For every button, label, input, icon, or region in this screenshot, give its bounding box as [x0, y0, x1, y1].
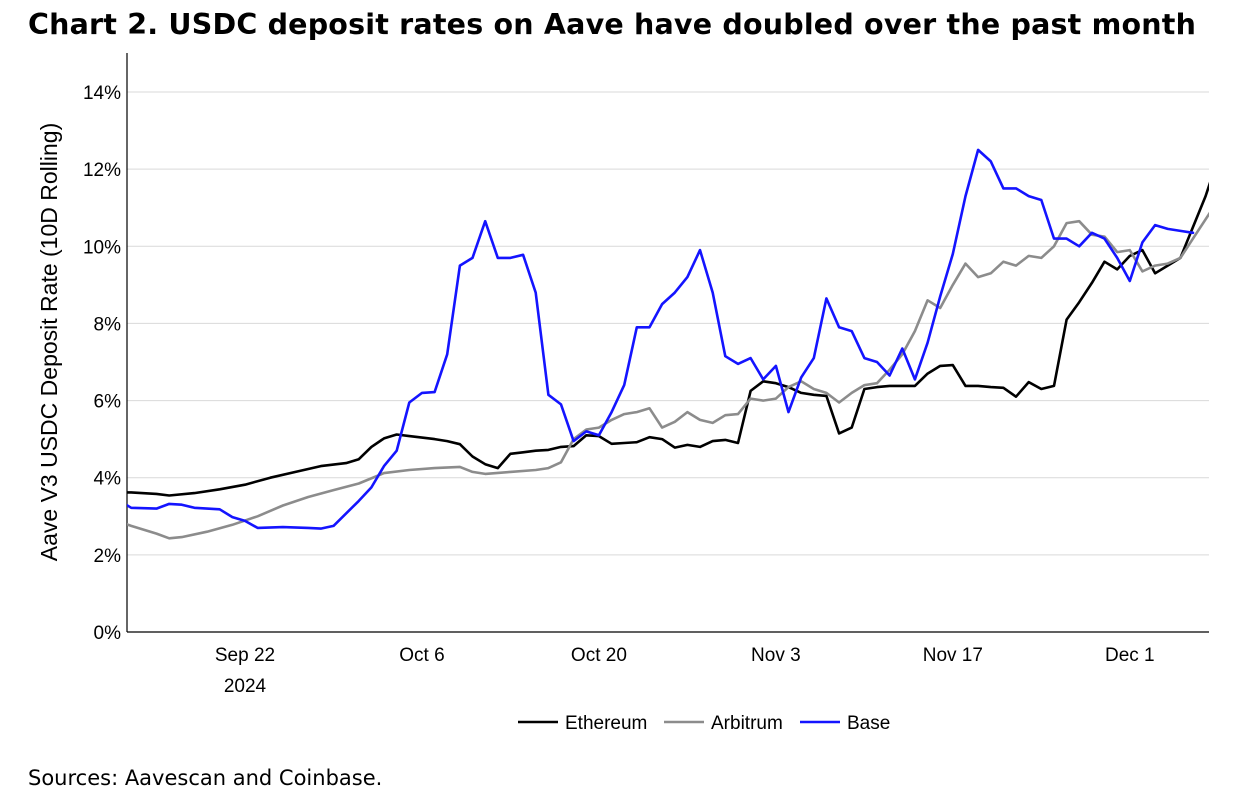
- axes: [126, 53, 1209, 633]
- series-line-ethereum: [127, 181, 1209, 497]
- x-tick-label: Oct 20: [571, 645, 627, 666]
- y-axis-label: Aave V3 USDC Deposit Rate (10D Rolling): [36, 123, 62, 561]
- legend-label: Ethereum: [565, 713, 647, 734]
- y-tick-label: 14%: [83, 83, 121, 104]
- y-tick-label: 6%: [94, 392, 122, 413]
- y-tick-label: 8%: [94, 314, 122, 335]
- x-tick-label: Nov 17: [923, 645, 983, 666]
- legend-label: Base: [847, 713, 890, 734]
- x-axis-ticks: Sep 22 2024 Oct 6 Oct 20 Nov 3 Nov 17 Dec 1: [215, 645, 1155, 697]
- legend: Ethereum Arbitrum Base: [518, 713, 890, 734]
- x-tick-label: Dec 1: [1105, 645, 1155, 666]
- legend-label: Arbitrum: [711, 713, 783, 734]
- y-tick-label: 12%: [83, 160, 121, 181]
- series-lines: [127, 148, 1209, 540]
- x-tick-label: Nov 3: [751, 645, 801, 666]
- y-tick-label: 0%: [94, 623, 122, 644]
- x-tick-label: Oct 6: [399, 645, 444, 666]
- x-tick-sublabel: 2024: [224, 676, 267, 697]
- y-tick-label: 10%: [83, 237, 121, 258]
- y-tick-label: 4%: [94, 469, 122, 490]
- series-line-arbitrum: [127, 211, 1209, 540]
- source-note: Sources: Aavescan and Coinbase.: [28, 766, 383, 790]
- y-tick-label: 2%: [94, 546, 122, 567]
- gridlines: [127, 91, 1209, 556]
- y-axis-ticks: 0% 2% 4% 6% 8% 10% 12% 14%: [83, 83, 121, 644]
- chart-title: Chart 2. USDC deposit rates on Aave have…: [28, 8, 1197, 41]
- x-tick-label: Sep 22: [215, 645, 275, 666]
- series-line-base: [127, 148, 1195, 530]
